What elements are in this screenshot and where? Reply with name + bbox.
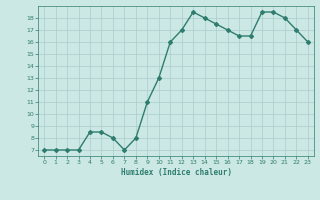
X-axis label: Humidex (Indice chaleur): Humidex (Indice chaleur) <box>121 168 231 177</box>
